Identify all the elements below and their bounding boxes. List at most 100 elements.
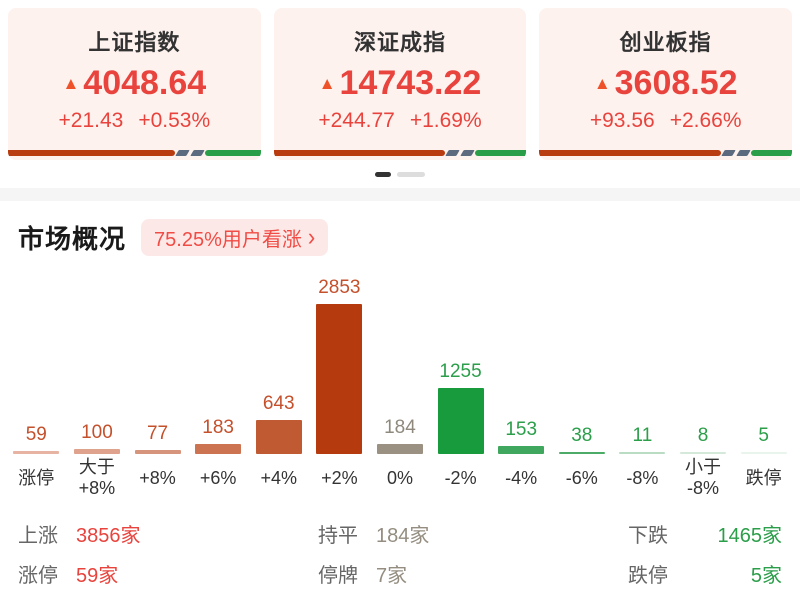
x-axis-label: +8% bbox=[139, 467, 176, 488]
chart-column[interactable]: 643 +4% bbox=[248, 269, 309, 502]
carousel-dot[interactable] bbox=[397, 171, 425, 177]
chart-column[interactable]: 100 大于 +8% bbox=[67, 269, 128, 502]
chart-column[interactable]: 5 跌停 bbox=[733, 269, 794, 502]
market-stats: 上涨 3856家 持平 184家 下跌 1465家 涨停 59家 停牌 7家 跌… bbox=[0, 513, 800, 593]
index-title: 深证成指 bbox=[354, 30, 447, 55]
up-triangle-icon: ▲ bbox=[318, 74, 336, 93]
bar-value-label: 153 bbox=[505, 419, 538, 440]
chart-column[interactable]: 1255 -2% bbox=[430, 269, 491, 502]
stat-suspended: 停牌 7家 bbox=[318, 564, 408, 587]
declining-segment bbox=[475, 150, 527, 156]
stat-unchanged: 持平 184家 bbox=[318, 524, 430, 547]
distribution-bar[interactable] bbox=[740, 452, 787, 454]
chart-column[interactable]: 153 -4% bbox=[491, 269, 552, 502]
stat-limit-down: 跌停 5家 bbox=[628, 564, 782, 587]
ratio-divider bbox=[445, 150, 476, 156]
stats-row-1: 上涨 3856家 持平 184家 下跌 1465家 bbox=[0, 513, 800, 553]
section-divider bbox=[0, 188, 800, 201]
bar-value-label: 38 bbox=[571, 425, 593, 446]
declining-segment bbox=[751, 150, 793, 156]
advancing-segment bbox=[273, 150, 446, 156]
x-axis-label: 涨停 bbox=[18, 467, 55, 488]
index-title: 上证指数 bbox=[88, 30, 181, 55]
distribution-bar[interactable] bbox=[195, 444, 242, 454]
stat-advancing: 上涨 3856家 bbox=[18, 524, 141, 547]
chart-column[interactable]: 2853 +2% bbox=[309, 269, 370, 502]
distribution-bar[interactable] bbox=[13, 451, 60, 454]
x-axis-label: +2% bbox=[321, 467, 358, 488]
x-axis-label: -4% bbox=[505, 467, 538, 488]
distribution-bar[interactable] bbox=[558, 452, 605, 454]
x-axis-label: -2% bbox=[444, 467, 477, 488]
distribution-bar[interactable] bbox=[619, 452, 666, 454]
sentiment-badge[interactable]: 75.25%用户看涨 › bbox=[141, 218, 329, 256]
distribution-bar[interactable] bbox=[73, 449, 120, 454]
chart-column[interactable]: 59 涨停 bbox=[6, 269, 67, 502]
x-axis-label: -6% bbox=[565, 467, 598, 488]
carousel-dot-active[interactable] bbox=[375, 171, 391, 177]
distribution-bar[interactable] bbox=[134, 450, 181, 454]
x-axis-label: +6% bbox=[199, 467, 237, 488]
advancing-segment bbox=[539, 150, 722, 156]
index-card-shanghai[interactable]: 上证指数 ▲ 4048.64 +21.43 +0.53% bbox=[8, 8, 261, 160]
chart-column[interactable]: 183 +6% bbox=[188, 269, 249, 502]
section-title: 市场概况 bbox=[18, 223, 127, 254]
x-axis-label: 小于 -8% bbox=[685, 457, 721, 498]
distribution-bar[interactable] bbox=[376, 444, 423, 454]
x-axis-label: 大于 +8% bbox=[78, 457, 116, 498]
carousel-pagination bbox=[0, 160, 800, 188]
index-cards-row: 上证指数 ▲ 4048.64 +21.43 +0.53% 深证成指 ▲ 1474… bbox=[0, 0, 800, 160]
bar-value-label: 8 bbox=[697, 425, 709, 446]
distribution-bar[interactable] bbox=[437, 388, 484, 454]
advance-decline-bar bbox=[273, 150, 527, 156]
chart-column[interactable]: 11 -8% bbox=[612, 269, 673, 502]
index-change-pct: +1.69% bbox=[409, 109, 482, 132]
index-card-chinext[interactable]: 创业板指 ▲ 3608.52 +93.56 +2.66% bbox=[539, 8, 793, 160]
chart-column[interactable]: 77 +8% bbox=[127, 269, 188, 502]
ratio-divider bbox=[175, 150, 205, 156]
bar-value-label: 5 bbox=[758, 425, 769, 446]
bar-value-label: 2853 bbox=[318, 277, 361, 298]
bar-value-label: 100 bbox=[81, 422, 113, 443]
x-axis-label: +4% bbox=[260, 467, 297, 488]
advance-decline-bar bbox=[539, 150, 793, 156]
bar-value-label: 1255 bbox=[439, 361, 482, 382]
chart-column[interactable]: 8 小于 -8% bbox=[673, 269, 734, 502]
advance-decline-bar bbox=[8, 150, 261, 156]
index-change-pct: +2.66% bbox=[669, 109, 742, 132]
bar-value-label: 184 bbox=[384, 417, 416, 438]
distribution-bar[interactable] bbox=[498, 446, 545, 454]
bar-value-label: 183 bbox=[202, 417, 234, 438]
sentiment-badge-label: 75.25%用户看涨 bbox=[154, 228, 302, 251]
index-change-pct: +0.53% bbox=[138, 109, 211, 132]
chart-column[interactable]: 184 0% bbox=[370, 269, 431, 502]
x-axis-label: -8% bbox=[626, 467, 659, 488]
x-axis-label: 0% bbox=[386, 467, 413, 488]
stat-declining: 下跌 1465家 bbox=[628, 524, 782, 547]
distribution-chart: 59 涨停 100 大于 +8% 77 +8% 183 +6% 643 +4% 2853 +2% 184… bbox=[0, 269, 800, 502]
index-title: 创业板指 bbox=[619, 30, 712, 55]
up-triangle-icon: ▲ bbox=[593, 74, 611, 93]
bar-value-label: 643 bbox=[262, 393, 295, 414]
distribution-bar[interactable] bbox=[680, 452, 726, 454]
ratio-divider bbox=[721, 150, 751, 156]
index-card-shenzhen[interactable]: 深证成指 ▲ 14743.22 +244.77 +1.69% bbox=[273, 8, 527, 160]
stat-limit-up: 涨停 59家 bbox=[18, 564, 119, 587]
chevron-right-icon: › bbox=[307, 222, 316, 251]
bar-value-label: 11 bbox=[632, 425, 653, 446]
stats-row-2: 涨停 59家 停牌 7家 跌停 5家 bbox=[0, 553, 800, 593]
index-value: 4048.64 bbox=[83, 64, 207, 102]
up-triangle-icon: ▲ bbox=[62, 74, 80, 93]
advancing-segment bbox=[8, 150, 175, 156]
bar-value-label: 59 bbox=[25, 424, 47, 445]
distribution-bar[interactable] bbox=[255, 420, 302, 454]
index-change: +21.43 bbox=[58, 109, 124, 132]
index-value: 14743.22 bbox=[339, 64, 482, 102]
distribution-bar[interactable] bbox=[316, 304, 363, 454]
index-value: 3608.52 bbox=[614, 64, 738, 102]
x-axis-label: 跌停 bbox=[745, 467, 782, 488]
index-change: +244.77 bbox=[318, 109, 395, 132]
bar-value-label: 77 bbox=[146, 423, 169, 444]
chart-column[interactable]: 38 -6% bbox=[551, 269, 612, 502]
index-change: +93.56 bbox=[589, 109, 655, 132]
